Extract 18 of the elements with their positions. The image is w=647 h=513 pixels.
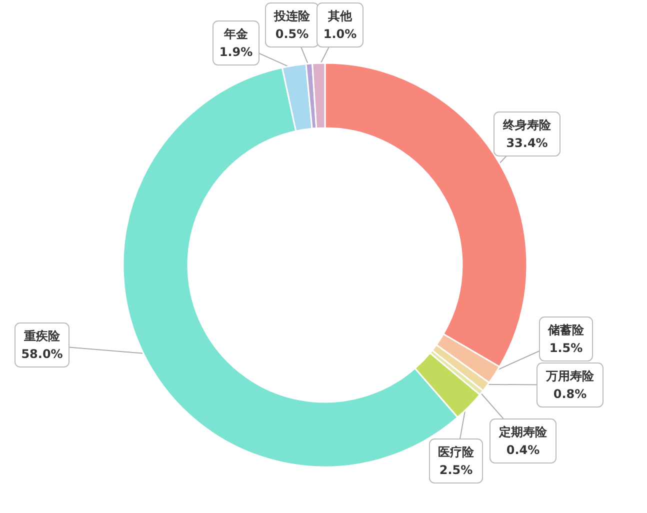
slice-label: 年金 — [223, 27, 249, 41]
slice-label: 其他 — [327, 9, 353, 23]
slice-label: 定期寿险 — [498, 425, 548, 439]
data-label: 1.9% — [219, 45, 253, 59]
data-label: 33.4% — [506, 136, 548, 150]
slice-label: 重疾险 — [23, 329, 61, 343]
data-label: 1.5% — [549, 341, 583, 355]
slice-label: 医疗险 — [438, 445, 475, 459]
data-label: 0.8% — [553, 387, 587, 401]
slice-label: 终身寿险 — [502, 118, 552, 132]
data-label: 58.0% — [21, 347, 63, 361]
data-label: 0.4% — [506, 443, 540, 457]
data-label: 0.5% — [275, 27, 309, 41]
slice-label: 储蓄险 — [547, 323, 585, 337]
data-label: 2.5% — [439, 463, 473, 477]
slice-label: 万用寿险 — [545, 369, 595, 383]
data-label: 1.0% — [323, 27, 357, 41]
slice-label: 投连险 — [273, 9, 311, 23]
